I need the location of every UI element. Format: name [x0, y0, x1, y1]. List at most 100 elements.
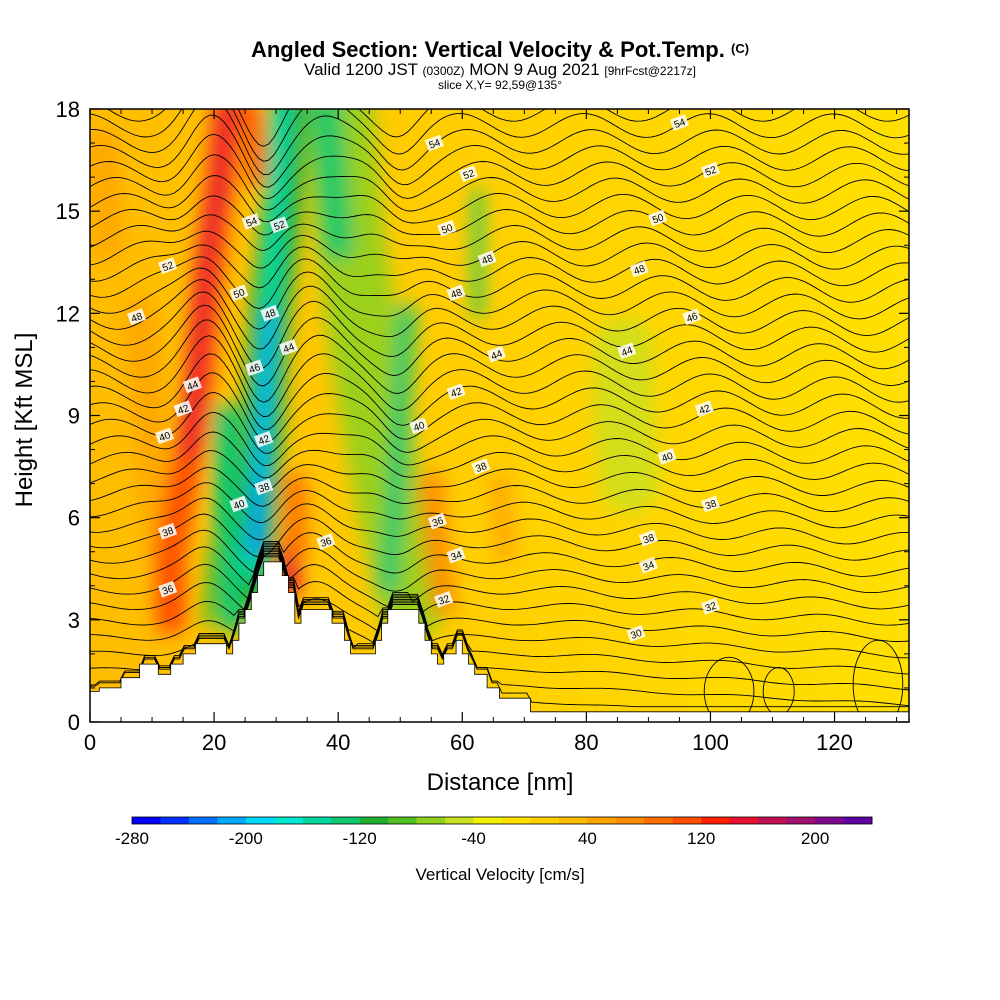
contour-label: 44 [617, 342, 637, 360]
theta-contour [90, 279, 909, 350]
contour-label: 36 [316, 533, 336, 550]
x-axis: 0 20 40 60 80 100 120 [84, 109, 898, 755]
contour-label: 50 [229, 284, 249, 302]
colorbar-tick-label: 40 [578, 829, 597, 848]
contour-label: 50 [648, 209, 668, 227]
contour-label: 40 [409, 417, 429, 434]
contour-label-bg [700, 597, 721, 615]
colorbar-swatch [416, 817, 446, 824]
contour-label-text: 42 [177, 403, 192, 417]
colorbar-swatch [217, 817, 247, 824]
y-tick-label: 6 [68, 506, 80, 531]
theta-contour [106, 109, 909, 147]
x-tick-label: 40 [326, 730, 350, 755]
contour-label: 40 [154, 427, 175, 445]
colorbar-swatch [615, 817, 645, 824]
theta-contour-closed [703, 656, 755, 722]
contour-label-text: 52 [462, 168, 477, 182]
contour-label-text: 42 [257, 433, 272, 447]
contour-label-bg [229, 495, 249, 513]
theta-contour [90, 391, 909, 454]
chart-subtitle: Valid 1200 JST (0300Z) MON 9 Aug 2021 [9… [304, 60, 696, 79]
contour-label-bg [638, 556, 658, 574]
contour-label-text: 30 [629, 628, 644, 642]
contour-label: 48 [260, 304, 280, 322]
velocity-band [200, 544, 222, 627]
theta-contour [90, 256, 909, 309]
velocity-band [181, 109, 235, 458]
colorbar-tick-label: -120 [343, 829, 377, 848]
contour-label-bg [617, 342, 637, 360]
contour-label-text: 36 [161, 583, 176, 597]
contour-label-bg [158, 522, 178, 540]
velocity-band [90, 128, 124, 261]
contour-label: 42 [173, 400, 193, 418]
contour-label-text: 38 [161, 525, 176, 539]
contour-label: 42 [694, 400, 714, 418]
velocity-band [378, 304, 416, 595]
contour-label-bg [254, 430, 274, 448]
theta-contour [90, 195, 909, 237]
x-tick-label: 20 [202, 730, 226, 755]
contour-label-text: 40 [412, 420, 427, 434]
theta-contour [90, 175, 909, 224]
contour-label: 42 [446, 383, 466, 401]
colorbar-swatch [473, 817, 503, 824]
contour-label: 34 [638, 556, 658, 574]
colorbar-swatch [302, 817, 332, 824]
contour-label: 36 [427, 512, 448, 530]
contour-label: 44 [486, 345, 506, 363]
contour-label-bg [648, 209, 668, 227]
contour-label-bg [158, 257, 178, 275]
contour-label: 54 [669, 114, 689, 131]
contour-label-bg [158, 580, 178, 598]
colorbar-swatch [644, 817, 674, 824]
contour-label-bg [446, 383, 466, 401]
theta-contour [90, 542, 909, 594]
contour-label-bg [434, 591, 454, 608]
contour-label: 48 [446, 284, 466, 301]
contour-label-bg [486, 345, 506, 363]
contour-label-text: 44 [620, 345, 635, 359]
contour-label-bg [173, 400, 193, 418]
contour-label-bg [254, 478, 274, 496]
chart-title: Angled Section: Vertical Velocity & Pot.… [251, 37, 749, 62]
x-tick-label: 80 [574, 730, 598, 755]
terrain [90, 561, 909, 722]
colorbar-frame [131, 816, 873, 825]
colorbar-swatch [672, 817, 702, 824]
theta-contour [90, 554, 909, 707]
contour-label-bg [437, 219, 457, 237]
colorbar-swatch [132, 817, 161, 824]
contour-label-bg [458, 165, 479, 183]
theta-contour [90, 154, 909, 212]
contour-label-text: 38 [642, 532, 657, 546]
contour-label: 44 [182, 376, 202, 393]
velocity-band [241, 109, 268, 188]
contour-label-bg [657, 448, 677, 465]
contour-label-bg [229, 284, 249, 302]
theta-contour [90, 450, 909, 496]
contour-label-bg [154, 427, 175, 445]
velocity-band [254, 480, 265, 556]
contour-label-bg [638, 529, 658, 547]
contour-label: 38 [254, 478, 274, 496]
y-tick-label: 0 [68, 710, 80, 735]
contour-label-bg [477, 250, 497, 268]
velocity-band [122, 295, 182, 570]
colorbar-tick-label: 120 [687, 829, 715, 848]
contour-label: 50 [437, 219, 457, 237]
colorbar-swatch [160, 817, 190, 824]
velocity-band [488, 472, 517, 563]
theta-contour [90, 267, 909, 330]
contour-label-text: 50 [651, 212, 666, 226]
contour-label-bg [260, 304, 280, 322]
x-tick-label: 100 [692, 730, 729, 755]
contour-label-text: 34 [642, 559, 657, 573]
y-tick-label: 12 [56, 301, 80, 326]
colorbar-ticks: -280 -200 -120 -40 40 120 200 [115, 829, 829, 848]
contour-label-bg [694, 400, 714, 418]
contour-label: 32 [434, 591, 454, 608]
contour-label: 30 [626, 625, 646, 642]
